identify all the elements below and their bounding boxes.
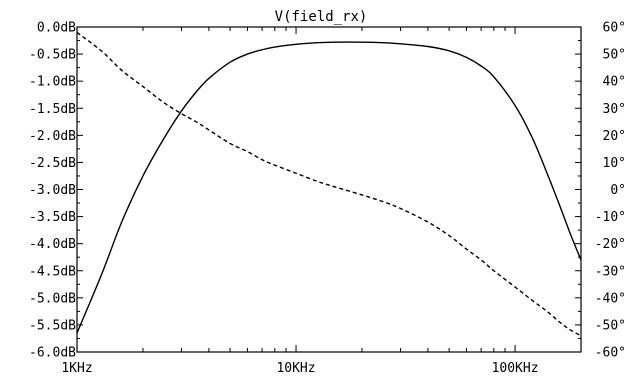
right-tick-label: -40° xyxy=(595,291,626,306)
x-tick-label: 10KHz xyxy=(276,361,315,376)
chart-title: V(field_rx) xyxy=(275,9,368,25)
right-tick-label: 20° xyxy=(603,129,626,144)
right-tick-label: 10° xyxy=(603,156,626,171)
left-tick-label: -4.0dB xyxy=(29,237,76,252)
left-tick-label: -1.5dB xyxy=(29,102,76,117)
right-tick-label: -50° xyxy=(595,318,626,333)
left-tick-label: -3.5dB xyxy=(29,210,76,225)
left-tick-label: -1.0dB xyxy=(29,75,76,90)
right-tick-label: 0° xyxy=(610,183,626,198)
right-tick-label: -20° xyxy=(595,237,626,252)
left-tick-label: -5.5dB xyxy=(29,318,76,333)
left-tick-label: -6.0dB xyxy=(29,346,76,361)
x-tick-label: 100KHz xyxy=(492,361,539,376)
right-tick-label: 40° xyxy=(603,75,626,90)
plot-area-frame xyxy=(76,26,582,353)
right-tick-label: -30° xyxy=(595,264,626,279)
curves xyxy=(76,31,582,337)
magnitude-curve-solid xyxy=(76,41,582,334)
phase-curve-dashed xyxy=(76,31,582,337)
left-tick-label: -5.0dB xyxy=(29,291,76,306)
tick-marks xyxy=(76,26,582,353)
right-tick-label: -10° xyxy=(595,210,626,225)
left-tick-label: -3.0dB xyxy=(29,183,76,198)
left-tick-label: -0.5dB xyxy=(29,48,76,63)
left-tick-label: -4.5dB xyxy=(29,264,76,279)
right-tick-label: 60° xyxy=(603,21,626,36)
left-tick-label: 0.0dB xyxy=(37,21,76,36)
right-axis-labels: 60° 50° 40° 30° 20° 10° 0° -10° -20° -30° -40° -50°… xyxy=(595,21,626,361)
right-tick-label: 50° xyxy=(603,48,626,63)
left-axis-labels: 0.0dB -0.5dB -1.0dB -1.5dB -2.0dB -2.5dB -3.0d… xyxy=(29,21,76,361)
x-axis-labels: 1KHz 10KHz 100KHz xyxy=(61,361,538,376)
x-tick-label: 1KHz xyxy=(61,361,92,376)
right-tick-label: -60° xyxy=(595,346,626,361)
right-tick-label: 30° xyxy=(603,102,626,117)
left-tick-label: -2.5dB xyxy=(29,156,76,171)
left-tick-label: -2.0dB xyxy=(29,129,76,144)
